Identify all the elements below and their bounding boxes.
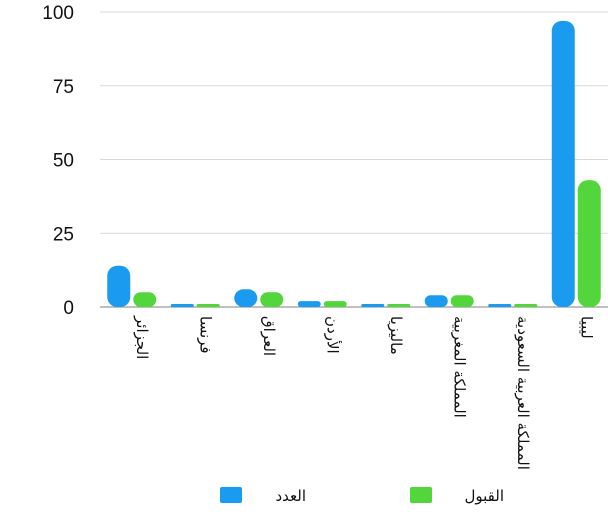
y-axis-ticks: 0 25 50 75 100 [42,3,74,319]
bar-count [107,265,131,307]
x-tick-label: المملكة العربية السعودية [514,316,532,470]
y-tick-label: 50 [53,151,74,172]
bar-count [424,295,448,307]
bar-accept [514,304,538,307]
legend-swatch-accept [410,487,432,503]
bar-accept [196,304,220,307]
bar-count [488,304,512,307]
x-axis-ticks: الجزائر فرنسا العراق الأردن ماليزيا المملكة ا… [133,315,596,470]
bar-accept [260,292,284,307]
bar-count [297,301,321,307]
y-tick-label: 0 [63,298,74,319]
bar-accept [133,292,157,307]
legend-label-count: العدد [275,487,306,505]
x-tick-label: العراق [260,316,278,356]
bar-count [170,304,194,307]
grid-lines [100,11,608,308]
bars [107,20,601,307]
legend: العدد القبول [220,487,504,505]
bar-accept [450,295,474,307]
y-tick-label: 100 [42,3,74,24]
bar-count [551,20,575,307]
x-tick-label: الأردن [323,316,342,354]
y-tick-label: 25 [53,224,74,245]
bar-count [234,289,258,307]
x-tick-label: ليبيا [577,316,595,339]
x-tick-label: فرنسا [196,316,214,354]
legend-swatch-count [220,487,242,503]
bar-accept [387,304,411,307]
bar-accept [577,180,601,307]
x-tick-label: ماليزيا [387,316,405,355]
x-tick-label: المملكة المغربية [450,316,468,418]
bar-count [361,304,385,307]
bar-accept [323,301,347,307]
y-tick-label: 75 [53,77,74,98]
x-tick-label: الجزائر [133,315,151,359]
legend-label-accept: القبول [465,487,505,505]
